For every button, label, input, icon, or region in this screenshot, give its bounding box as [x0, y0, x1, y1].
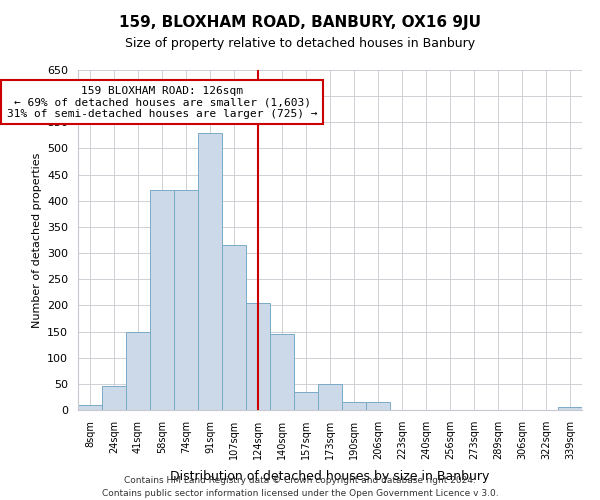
Bar [198, 133, 222, 410]
Bar [342, 402, 366, 410]
Bar [318, 384, 342, 410]
Bar [222, 245, 246, 410]
Text: Contains public sector information licensed under the Open Government Licence v : Contains public sector information licen… [101, 488, 499, 498]
Text: 159, BLOXHAM ROAD, BANBURY, OX16 9JU: 159, BLOXHAM ROAD, BANBURY, OX16 9JU [119, 15, 481, 30]
Text: Contains HM Land Registry data © Crown copyright and database right 2024.: Contains HM Land Registry data © Crown c… [124, 476, 476, 485]
Bar [174, 190, 198, 410]
Bar [102, 386, 126, 410]
Bar [366, 402, 390, 410]
Text: 159 BLOXHAM ROAD: 126sqm
← 69% of detached houses are smaller (1,603)
31% of sem: 159 BLOXHAM ROAD: 126sqm ← 69% of detach… [7, 86, 317, 119]
Bar [150, 190, 174, 410]
Y-axis label: Number of detached properties: Number of detached properties [32, 152, 41, 328]
Text: Size of property relative to detached houses in Banbury: Size of property relative to detached ho… [125, 38, 475, 51]
Bar [246, 303, 270, 410]
Bar [558, 408, 582, 410]
Bar [126, 332, 150, 410]
X-axis label: Distribution of detached houses by size in Banbury: Distribution of detached houses by size … [170, 470, 490, 483]
Bar [270, 334, 294, 410]
Bar [78, 405, 102, 410]
Bar [294, 392, 318, 410]
